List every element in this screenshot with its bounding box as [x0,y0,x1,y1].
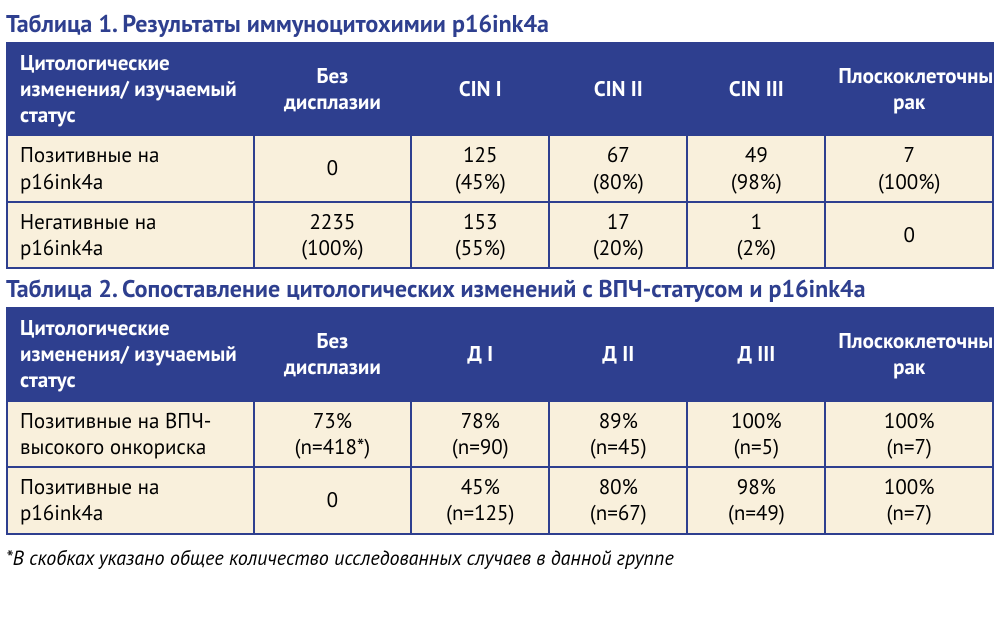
table2-col5: Плоскоклеточный рак [825,308,993,401]
table1-col4: CIN III [687,43,825,136]
cell: 89%(n=45) [549,401,687,468]
table-row: Негативные на p16ink4a 2235(100%) 153(55… [7,202,993,269]
cell: 100%(n=7) [825,467,993,534]
table-row: Позитивные на p16ink4a 0 45%(n=125) 80%(… [7,467,993,534]
cell: 2235(100%) [254,202,412,269]
cell: 67(80%) [549,135,687,202]
cell: 0 [825,202,993,269]
table2-col3: Д II [549,308,687,401]
cell: 1(2%) [687,202,825,269]
cell: 0 [254,467,412,534]
cell: 78%(n=90) [411,401,549,468]
table2-col0: Цитологические изменения/ изучаемый стат… [7,308,254,401]
table1-title: Таблица 1. Результаты иммуноцитохимии p1… [6,10,994,38]
row-label: Позитивные на p16ink4a [7,467,254,534]
row-label: Позитивные на p16ink4a [7,135,254,202]
cell: 45%(n=125) [411,467,549,534]
table2-col4: Д III [687,308,825,401]
cell: 100%(n=7) [825,401,993,468]
cell: 49(98%) [687,135,825,202]
table2-col1: Без дисплазии [254,308,412,401]
table1-col0: Цитологические изменения/ изучаемый стат… [7,43,254,136]
footnote: *В скобках указано общее количество иссл… [6,545,994,571]
table1-col2: CIN I [411,43,549,136]
cell: 100%(n=5) [687,401,825,468]
table-row: Позитивные на ВПЧ-высокого онкориска 73%… [7,401,993,468]
table1-col1: Без дисплазии [254,43,412,136]
cell: 153(55%) [411,202,549,269]
table1-col3: CIN II [549,43,687,136]
table-row: Позитивные на p16ink4a 0 125(45%) 67(80%… [7,135,993,202]
cell: 80%(n=67) [549,467,687,534]
table2: Цитологические изменения/ изучаемый стат… [6,307,994,535]
row-label: Позитивные на ВПЧ-высокого онкориска [7,401,254,468]
cell: 7(100%) [825,135,993,202]
row-label: Негативные на p16ink4a [7,202,254,269]
table2-col2: Д I [411,308,549,401]
cell: 17(20%) [549,202,687,269]
table2-title: Таблица 2. Сопоставление цитологических … [6,275,994,303]
cell: 73%(n=418*) [254,401,412,468]
cell: 0 [254,135,412,202]
table1-col5: Плоскоклеточный рак [825,43,993,136]
cell: 98%(n=49) [687,467,825,534]
table1: Цитологические изменения/ изучаемый стат… [6,42,994,270]
cell: 125(45%) [411,135,549,202]
